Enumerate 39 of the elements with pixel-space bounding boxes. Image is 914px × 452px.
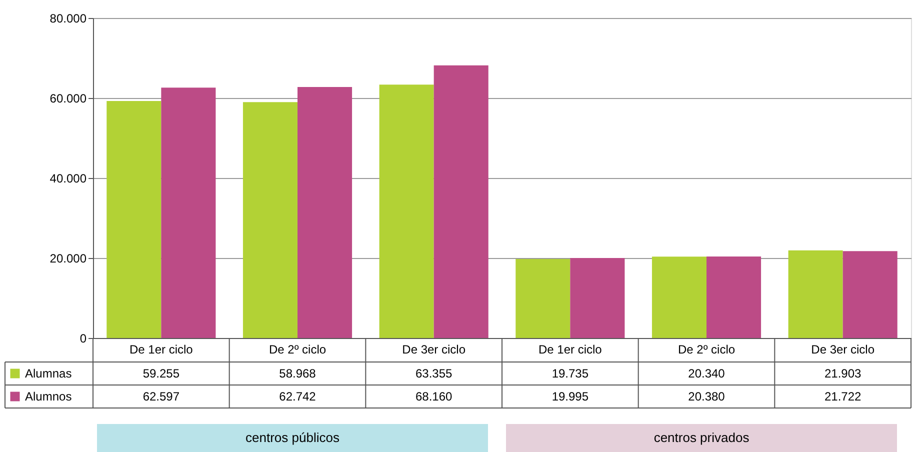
data-label: 62.742: [279, 390, 316, 404]
x-tick-label: De 2º ciclo: [678, 342, 736, 356]
bar: [652, 256, 706, 338]
bar: [788, 250, 843, 338]
legend-label: Alumnos: [25, 390, 72, 404]
bar: [242, 102, 298, 338]
bar: [570, 258, 625, 338]
bar: [516, 259, 570, 338]
x-tick-label: De 1er ciclo: [538, 342, 602, 356]
bar: [706, 256, 762, 338]
data-label: 19.735: [552, 366, 589, 380]
y-tick-label: 20.000: [50, 252, 87, 266]
data-label: 21.903: [824, 366, 862, 380]
legend-label: Alumnas: [25, 366, 72, 380]
data-label: 20.340: [688, 366, 726, 380]
y-tick-label: 60.000: [50, 92, 87, 106]
text: centros públicos: [246, 430, 340, 445]
x-tick-label: De 3er ciclo: [402, 342, 466, 356]
bar: [106, 100, 162, 338]
y-tick-label: 40.000: [50, 172, 87, 186]
data-label: 20.380: [688, 390, 726, 404]
data-label: 62.597: [142, 390, 180, 404]
data-label: 21.722: [824, 390, 862, 404]
data-label: 59.255: [142, 366, 180, 380]
text: centros privados: [654, 430, 750, 445]
bar: [161, 88, 216, 338]
x-tick-label: De 1er ciclo: [129, 342, 194, 356]
bar: [298, 87, 352, 338]
y-tick-label: 0: [80, 332, 87, 346]
data-label: 68.160: [415, 390, 453, 404]
x-tick-label: De 3er ciclo: [811, 342, 875, 356]
bar: [379, 84, 434, 338]
bar: [842, 251, 898, 338]
bar: [434, 65, 488, 338]
data-label: 58.968: [279, 366, 316, 380]
data-label: 63.355: [415, 366, 453, 380]
y-tick-label: 80.000: [50, 12, 87, 26]
data-label: 19.995: [552, 390, 589, 404]
x-tick-label: De 2º ciclo: [268, 342, 326, 356]
